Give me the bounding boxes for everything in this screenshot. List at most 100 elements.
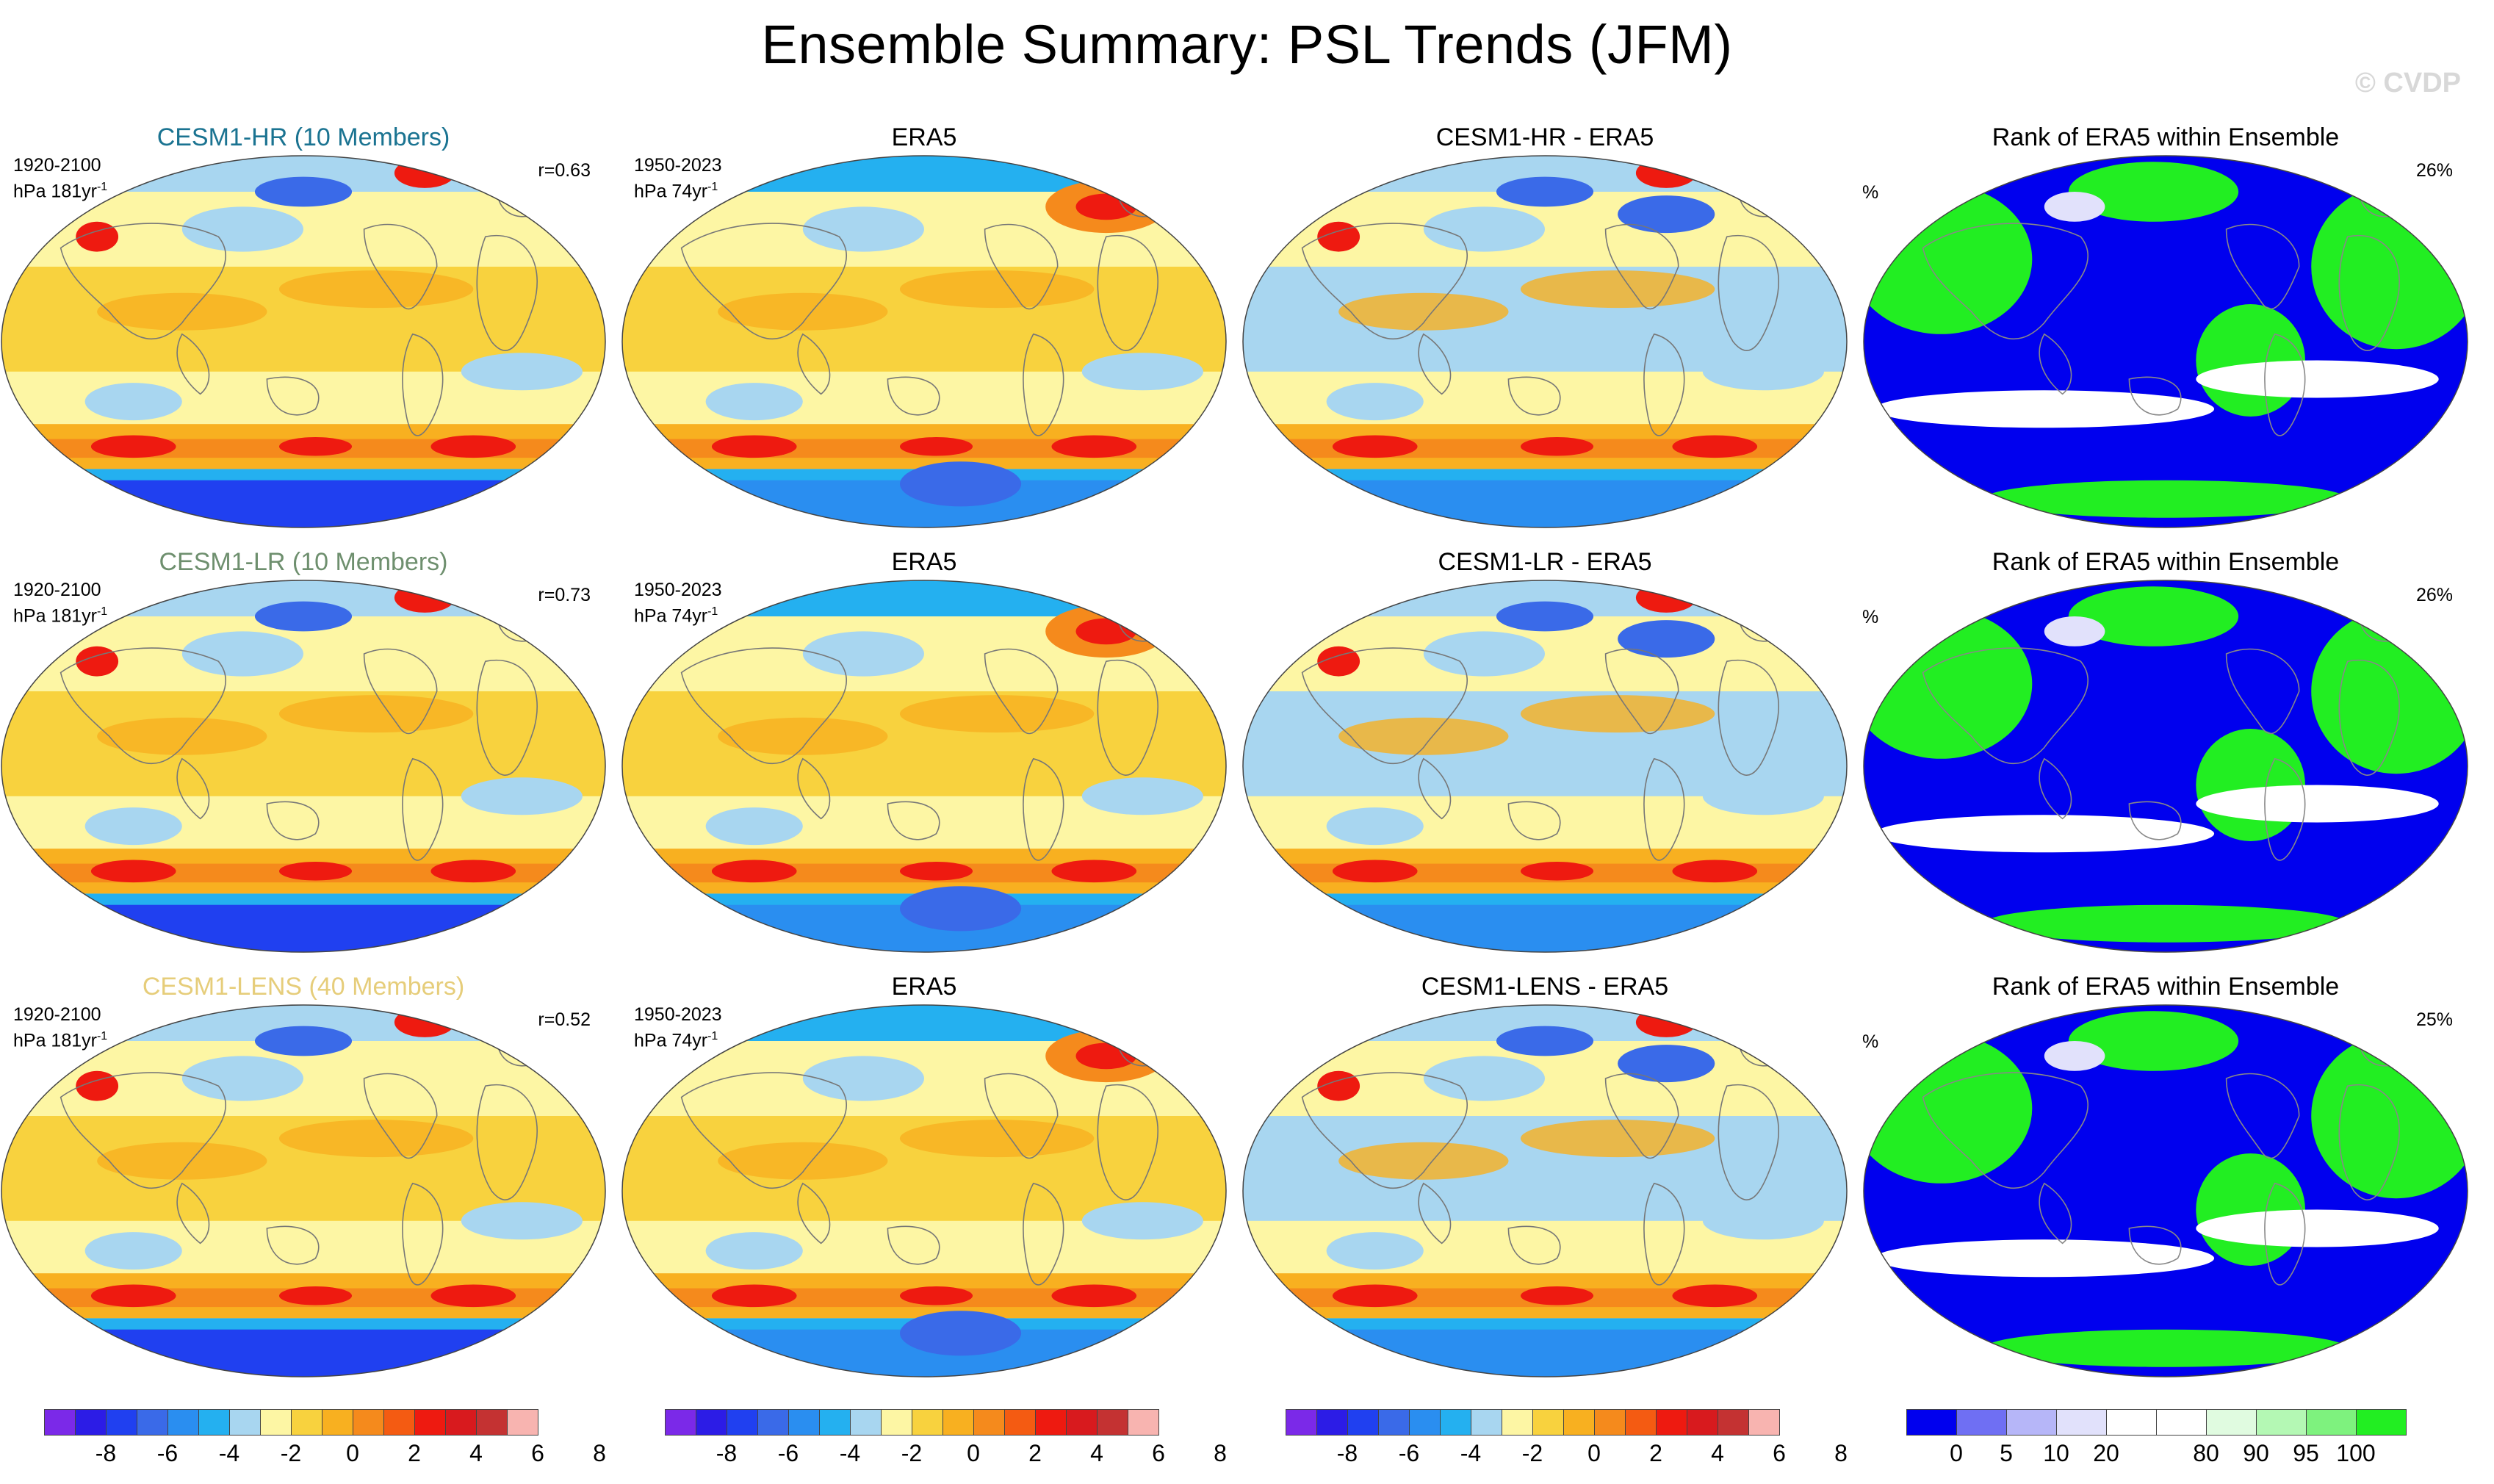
colorbar-box (477, 1410, 508, 1435)
panel-title: ERA5 (891, 123, 957, 151)
robinson-map (1863, 580, 2468, 953)
colorbar-box (1348, 1410, 1379, 1435)
colorbar-box (230, 1410, 261, 1435)
colorbar-box (1533, 1410, 1564, 1435)
robinson-map (621, 155, 1227, 528)
map-diff (1241, 1004, 1848, 1378)
colorbar-box (1595, 1410, 1626, 1435)
colorbar-tick-label: 4 (1090, 1440, 1103, 1466)
map-rank (1862, 154, 2469, 529)
colorbar-box (353, 1410, 384, 1435)
units-label: hPa 74yr-1 (634, 176, 722, 202)
colorbar-tick-label: 5 (2000, 1440, 2013, 1466)
rank-percent: 25% (2415, 1009, 2453, 1030)
colorbar-tick-label: 6 (1152, 1440, 1165, 1466)
pattern-correlation: r=0.63 (538, 160, 591, 181)
colorbar-tick-label: -6 (156, 1440, 179, 1466)
figure-title: Ensemble Summary: PSL Trends (JFM) (761, 14, 1733, 75)
colorbar-box (446, 1410, 477, 1435)
map-diff (1241, 154, 1848, 529)
robinson-map (1863, 155, 2468, 528)
colorbar-tick-label: -2 (1521, 1440, 1543, 1466)
colorbar-box (666, 1410, 696, 1435)
period-label: 1950-2023 (634, 580, 722, 600)
robinson-map (1863, 1004, 2468, 1377)
units-text: hPa 74yr (634, 1030, 708, 1051)
era5-panel-row2: ERA5 1950-2023 hPa 74yr-1 (621, 542, 1228, 961)
colorbar-box (1441, 1410, 1471, 1435)
map-obs (621, 154, 1228, 529)
units-text: hPa 74yr (634, 605, 708, 627)
colorbar-boxes (1286, 1409, 1780, 1436)
colorbar-tick-label: 80 (2193, 1440, 2219, 1466)
robinson-map (1242, 580, 1848, 953)
units-text: hPa 181yr (13, 1030, 97, 1051)
colorbar-box (45, 1410, 76, 1435)
colorbar-box (696, 1410, 727, 1435)
colorbar-box (137, 1410, 168, 1435)
colorbar-tick-label: -8 (716, 1440, 738, 1466)
cvdp-watermark: © CVDP (2354, 68, 2461, 98)
colorbar-box (1410, 1410, 1441, 1435)
period-label: 1920-2100 (13, 1004, 101, 1025)
period-label: 1920-2100 (13, 155, 101, 176)
panel-title: CESM1-LENS (40 Members) (142, 973, 465, 1001)
colorbar-box (1749, 1410, 1779, 1435)
robinson-map (621, 580, 1227, 953)
units-label: hPa 181yr-1 (13, 176, 107, 202)
colorbar-box (1379, 1410, 1410, 1435)
colorbar-tick-label: 0 (1587, 1440, 1601, 1466)
colorbar-tick-label: -8 (1336, 1440, 1358, 1466)
panel-title: Rank of ERA5 within Ensemble (1992, 548, 2340, 576)
panel-title: Rank of ERA5 within Ensemble (1992, 973, 2340, 1001)
colorbar-box (882, 1410, 912, 1435)
panel-title: ERA5 (891, 548, 957, 576)
model-panel-row2: CESM1-LR (10 Members) 1920-2100 hPa 181yr-… (0, 542, 607, 961)
colorbar-box (2057, 1410, 2107, 1435)
colorbar-box (415, 1410, 446, 1435)
colorbar-tick-label: 0 (346, 1440, 359, 1466)
colorbar-box (384, 1410, 415, 1435)
units-exponent: -1 (707, 605, 718, 618)
colorbar-box (1657, 1410, 1687, 1435)
colorbar-box (974, 1410, 1005, 1435)
units-text: hPa 181yr (13, 181, 97, 202)
units-label: hPa 74yr-1 (634, 601, 722, 627)
colorbar-tick-label: 2 (1649, 1440, 1662, 1466)
colorbar-box (1957, 1410, 2007, 1435)
map-rank (1862, 579, 2469, 954)
robinson-map (621, 1004, 1227, 1377)
rank-panel-row1: Rank of ERA5 within Ensemble 26%% (1862, 118, 2469, 536)
units-exponent: -1 (96, 181, 108, 193)
colorbar-tick-label: 6 (531, 1440, 544, 1466)
colorbar-boxes (1906, 1409, 2407, 1436)
colorbar-box (2357, 1410, 2406, 1435)
colorbar-box (2157, 1410, 2207, 1435)
rank-panel-row2: Rank of ERA5 within Ensemble 26%% (1862, 542, 2469, 961)
colorbar-box (1098, 1410, 1128, 1435)
percent-unit: % (1862, 182, 1879, 203)
colorbar-box (2007, 1410, 2057, 1435)
colorbar-box (2257, 1410, 2307, 1435)
period-label: 1950-2023 (634, 155, 722, 176)
percent-unit: % (1862, 1031, 1879, 1052)
colorbar-box (322, 1410, 353, 1435)
colorbar-box (199, 1410, 230, 1435)
map-rank (1862, 1004, 2469, 1378)
colorbar-tick-label: -4 (839, 1440, 861, 1466)
colorbar-box (1067, 1410, 1098, 1435)
colorbar-box (789, 1410, 820, 1435)
colorbar-tick-label: -2 (280, 1440, 302, 1466)
map-diff (1241, 579, 1848, 954)
colorbar-box (1005, 1410, 1036, 1435)
colorbar-box (758, 1410, 789, 1435)
period-units-label: 1950-2023 hPa 74yr-1 (634, 154, 722, 202)
map-model (0, 154, 607, 529)
trend-colorbar: -8 -6 -4 -2 0 2 4 6 8 (44, 1409, 617, 1483)
units-exponent: -1 (707, 181, 718, 193)
panel-title: Rank of ERA5 within Ensemble (1992, 123, 2340, 151)
era5-panel-row1: ERA5 1950-2023 hPa 74yr-1 (621, 118, 1228, 536)
map-obs (621, 1004, 1228, 1378)
colorbar-tick-label: 2 (408, 1440, 421, 1466)
